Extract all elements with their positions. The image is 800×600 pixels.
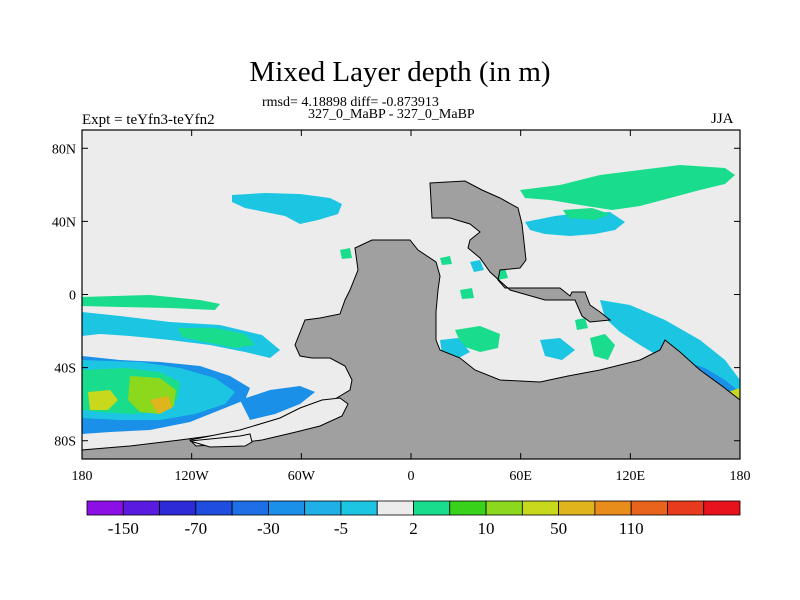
colorbar-swatch [195,500,233,516]
x-tick-label: 180 [72,469,93,484]
land-masses [81,180,741,460]
anomaly-small-4 [340,248,352,259]
colorbar-swatch [376,500,414,516]
colorbar-label: -30 [257,519,280,538]
chart-subtitle: 327_0_MaBP - 327_0_MaBP [308,107,475,122]
colorbar-swatch [159,500,197,516]
anomaly-small-6 [575,318,588,330]
stats-text: rmsd= 4.18898 diff= -0.873913 [262,95,439,110]
y-tick-label: 80S [54,435,76,450]
anomaly-north-green-small [563,208,610,220]
y-tick-label: 0 [69,289,76,304]
colorbar-swatch [267,500,306,516]
colorbar-swatch [667,500,705,516]
anomaly-small-1 [470,260,484,272]
colorbar-swatch [521,500,560,516]
anomaly-arctic-green [520,165,735,210]
anomaly-indian-ocean-green2 [590,334,615,360]
anomaly-indian-ocean-cyan2 [540,338,575,360]
chart-title: Mixed Layer depth (in m) [249,56,551,88]
x-tick-label: 60W [288,469,316,484]
colorbar-swatch [594,500,632,516]
x-tick-label: 60E [509,469,532,484]
land-north-landmass [429,180,612,323]
colorbar-label: 110 [619,519,644,538]
experiment-label: Expt = teYfn3-teYfn2 [82,112,215,128]
anomaly-southern-ocean-orange [150,396,172,414]
anomaly-indian-ocean-green [455,326,500,352]
colorbar-swatch [630,500,668,516]
y-tick-label: 40S [54,362,76,377]
season-label: JJA [711,111,734,127]
anomaly-equatorial-green [82,295,220,310]
land-south-pacific-island [189,433,253,448]
colorbar-label: 10 [478,519,495,538]
colorbar-swatch [304,500,342,516]
colorbar-swatch [86,500,124,516]
colorbar-label: -5 [334,519,348,538]
colorbar-label: 50 [550,519,567,538]
colorbar-swatch [449,500,487,516]
x-tick-label: 120E [616,469,646,484]
x-tick-label: 180 [730,469,751,484]
anomaly-small-3 [440,256,452,265]
anomaly-south-pacific-green [178,328,255,348]
colorbar-swatch [413,500,451,516]
anomaly-small-5 [460,288,474,299]
x-tick-label: 0 [408,469,415,484]
y-tick-label: 40N [52,215,76,230]
colorbar-swatch [340,500,378,516]
colorbar-swatch [122,500,160,516]
anomaly-south-america-coast [240,386,315,420]
anomaly-north-pacific [232,193,342,224]
colorbar-swatch [703,500,741,516]
colorbar-label: -70 [184,519,207,538]
colorbar-swatch [231,500,269,516]
colorbar-label: 2 [409,519,418,538]
axis-ticks: 180 120W 60W 0 60E 120E 180 80N 40N 0 40S 80S [52,130,751,484]
y-tick-label: 80N [52,142,76,157]
colorbar: -150 -70 -30 -5 2 10 50 110 [86,500,741,538]
colorbar-swatch [485,500,523,516]
colorbar-swatch [558,500,596,516]
anomaly-southern-ocean-yellow [88,390,118,410]
colorbar-label: -150 [108,519,139,538]
x-tick-label: 120W [175,469,210,484]
